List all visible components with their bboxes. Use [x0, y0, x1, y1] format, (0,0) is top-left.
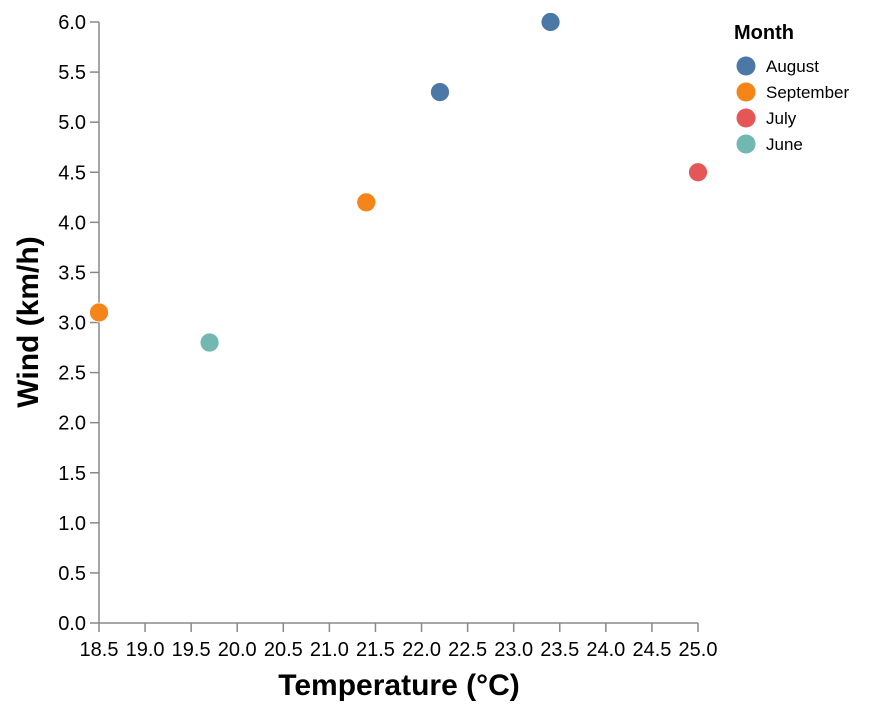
data-point-september	[356, 192, 377, 213]
axes: 18.5 19.0 19.5 20.0 20.5 21.0 21.5 22.0 22.5 23.0…	[58, 12, 717, 661]
x-tick-label: 21.5	[356, 639, 395, 661]
x-tick-label: 18.5	[80, 639, 119, 661]
legend-items: August September July June	[736, 56, 849, 154]
x-tick-label: 19.0	[126, 639, 165, 661]
y-tick-label: 2.0	[58, 413, 86, 435]
x-tick-label: 23.0	[494, 639, 533, 661]
y-tick-label: 0.0	[58, 613, 86, 635]
legend-swatch-august	[736, 56, 756, 76]
x-tick-label: 20.0	[218, 639, 257, 661]
legend-label-july: July	[766, 109, 797, 128]
x-tick-label: 23.5	[540, 639, 579, 661]
y-tick-label: 4.5	[58, 162, 86, 184]
x-tick-label: 24.5	[632, 639, 671, 661]
data-point-june	[199, 332, 220, 353]
y-tick-label: 3.0	[58, 313, 86, 335]
y-tick-label: 4.0	[58, 212, 86, 234]
x-axis-ticks: 18.5 19.0 19.5 20.0 20.5 21.0 21.5 22.0 22.5 23.0…	[80, 623, 718, 661]
x-tick-label: 24.0	[586, 639, 625, 661]
data-points	[89, 12, 708, 353]
legend-title: Month	[734, 22, 794, 44]
legend-swatch-july	[736, 108, 756, 128]
x-tick-label: 19.5	[172, 639, 211, 661]
legend-label-september: September	[766, 83, 849, 102]
y-tick-label: 6.0	[58, 12, 86, 34]
legend-label-june: June	[766, 135, 803, 154]
legend-label-august: August	[766, 57, 819, 76]
y-tick-label: 1.5	[58, 463, 86, 485]
data-point-september	[89, 302, 109, 323]
y-axis-ticks: 0.0 0.5 1.0 1.5 2.0 2.5 3.0 3.5 4.0 4.5 5.0 5.5 6.0	[58, 12, 99, 635]
y-tick-label: 5.5	[58, 62, 86, 84]
data-point-august	[540, 12, 561, 32]
x-tick-label: 25.0	[679, 639, 718, 661]
x-tick-label: 22.0	[402, 639, 441, 661]
x-tick-label: 22.5	[448, 639, 487, 661]
y-tick-label: 0.5	[58, 563, 86, 585]
data-point-july	[688, 162, 708, 183]
x-tick-label: 20.5	[264, 639, 303, 661]
legend-swatch-september	[736, 82, 756, 102]
x-tick-label: 21.0	[310, 639, 349, 661]
data-point-august	[430, 82, 450, 103]
x-axis-title: Temperature (°C)	[278, 669, 519, 702]
y-tick-label: 1.0	[58, 513, 86, 535]
y-axis-title: Wind (km/h)	[12, 236, 45, 407]
legend-swatch-june	[736, 134, 756, 154]
legend: Month August September July June	[734, 22, 849, 154]
y-tick-label: 3.5	[58, 262, 86, 284]
y-tick-label: 2.5	[58, 363, 86, 385]
y-tick-label: 5.0	[58, 112, 86, 134]
